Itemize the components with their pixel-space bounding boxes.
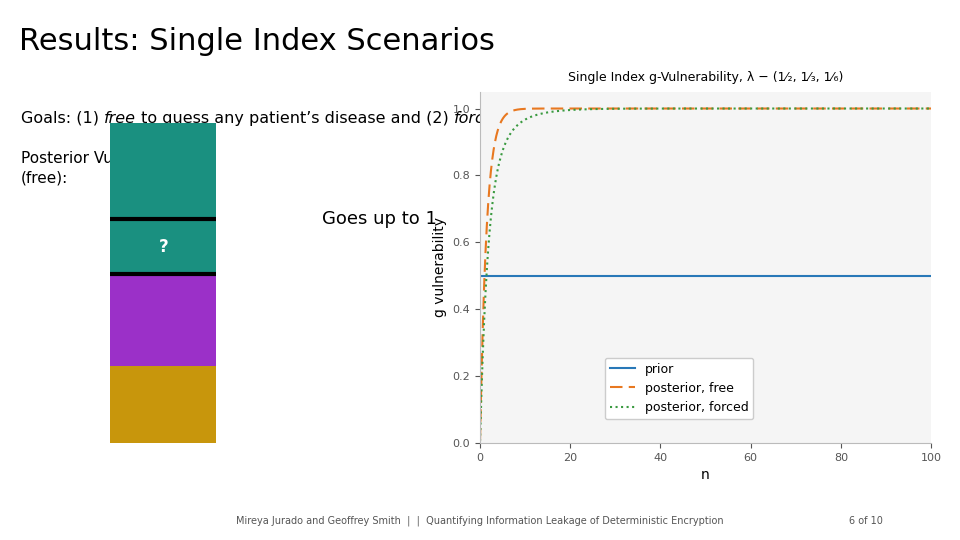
Line: posterior, forced: posterior, forced bbox=[480, 109, 931, 441]
posterior, forced bbox=[784, 105, 796, 112]
Text: Mireya Jurado and Geoffrey Smith  |  |  Quantifying Information Leakage of Deter: Mireya Jurado and Geoffrey Smith | | Qua… bbox=[236, 516, 724, 526]
prior bbox=[826, 272, 837, 279]
Text: Results: Single Index Scenarios: Results: Single Index Scenarios bbox=[19, 27, 495, 56]
Text: ?: ? bbox=[158, 238, 168, 256]
posterior, forced bbox=[657, 105, 668, 112]
FancyBboxPatch shape bbox=[110, 221, 216, 272]
posterior, free bbox=[657, 105, 668, 112]
Line: posterior, free: posterior, free bbox=[480, 109, 931, 441]
Text: to guess any patient’s disease and (2): to guess any patient’s disease and (2) bbox=[136, 111, 454, 126]
posterior, free bbox=[673, 105, 684, 112]
posterior, forced bbox=[474, 438, 486, 444]
FancyBboxPatch shape bbox=[110, 123, 216, 221]
Title: Single Index g-Vulnerability, λ − (1⁄₂, 1⁄₃, 1⁄₆): Single Index g-Vulnerability, λ − (1⁄₂, … bbox=[568, 71, 843, 84]
posterior, forced bbox=[520, 116, 532, 122]
prior bbox=[520, 272, 532, 279]
posterior, forced bbox=[827, 105, 838, 112]
posterior, free bbox=[474, 437, 486, 444]
Text: to guess a specified patient’s disease: to guess a specified patient’s disease bbox=[505, 111, 811, 126]
Text: Posterior Vulnerability: Posterior Vulnerability bbox=[21, 151, 190, 166]
Text: 6 of 10: 6 of 10 bbox=[850, 516, 883, 526]
X-axis label: n: n bbox=[701, 468, 710, 482]
posterior, free bbox=[834, 105, 846, 112]
Text: Goes up to 1: Goes up to 1 bbox=[322, 210, 437, 228]
Y-axis label: g vulnerability: g vulnerability bbox=[433, 217, 447, 318]
posterior, free bbox=[925, 105, 937, 112]
posterior, free bbox=[827, 105, 838, 112]
FancyBboxPatch shape bbox=[110, 272, 216, 366]
Legend: prior, posterior, free, posterior, forced: prior, posterior, free, posterior, force… bbox=[605, 357, 754, 419]
FancyBboxPatch shape bbox=[110, 366, 216, 443]
posterior, forced bbox=[834, 105, 846, 112]
prior bbox=[474, 272, 486, 279]
prior bbox=[657, 272, 668, 279]
posterior, free bbox=[520, 105, 532, 112]
prior bbox=[784, 272, 796, 279]
posterior, forced bbox=[925, 105, 937, 112]
posterior, forced bbox=[673, 105, 684, 112]
Text: Goals: (1): Goals: (1) bbox=[21, 111, 105, 126]
prior bbox=[673, 272, 684, 279]
Text: forced: forced bbox=[454, 111, 505, 126]
prior bbox=[834, 272, 846, 279]
prior bbox=[925, 272, 937, 279]
posterior, free bbox=[784, 105, 796, 112]
posterior, free bbox=[718, 105, 730, 112]
Text: (free):: (free): bbox=[21, 170, 68, 185]
Text: free: free bbox=[105, 111, 136, 126]
FancyBboxPatch shape bbox=[106, 219, 221, 274]
